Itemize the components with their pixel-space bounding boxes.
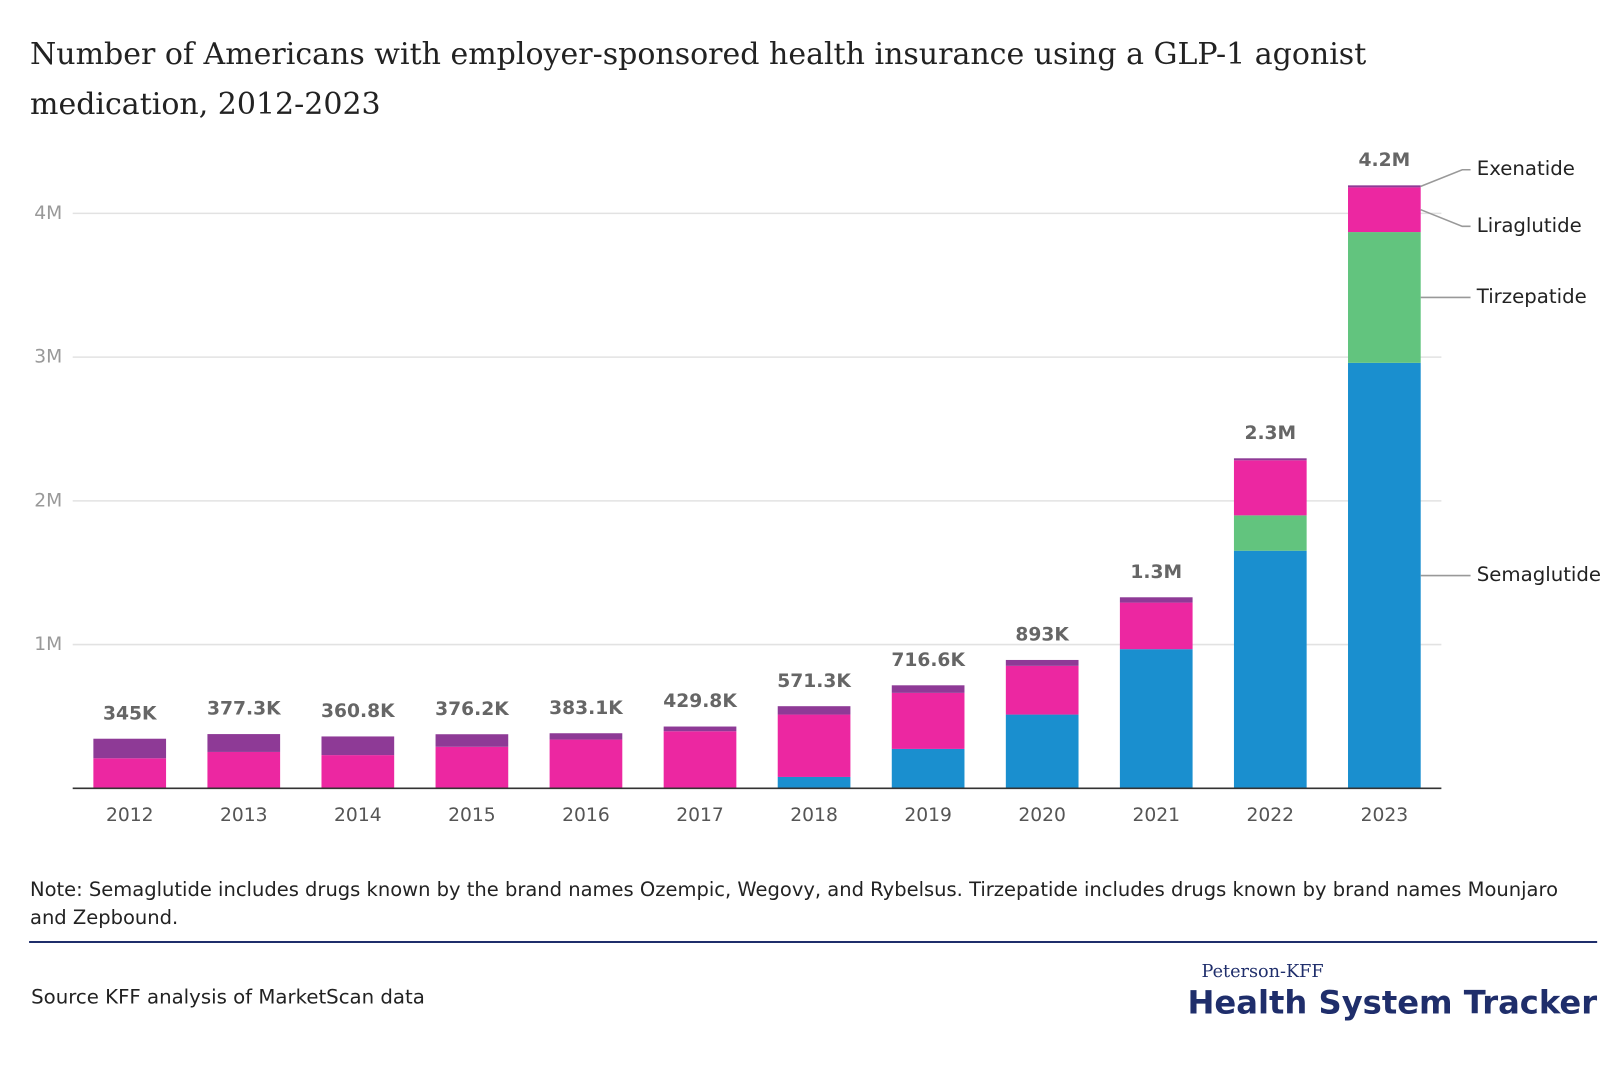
source: Source KFF analysis of MarketScan data [31, 986, 425, 1009]
bar-segment [663, 726, 737, 732]
legend-leader [1420, 168, 1471, 188]
x-tick-label: 2014 [334, 805, 382, 826]
total-label: 360.8K [321, 701, 396, 722]
x-tick-label: 2013 [220, 805, 268, 826]
bar-segment [891, 748, 965, 789]
total-label: 4.2M [1359, 150, 1411, 171]
bar-segment [1348, 362, 1421, 789]
bar-segment [321, 736, 395, 756]
y-tick-label: 1M [34, 634, 62, 655]
bar-segment [321, 755, 395, 789]
legend-label: Tirzepatide [1476, 285, 1587, 308]
note: Note: Semaglutide includes drugs known b… [30, 878, 1559, 929]
x-tick-label: 2018 [790, 805, 838, 826]
bar-segment [663, 731, 737, 789]
x-tick-label: 2020 [1018, 805, 1066, 826]
bar-segment [549, 733, 623, 740]
total-label: 716.6K [891, 650, 966, 671]
bar-segment [1348, 232, 1421, 363]
bar-segment [549, 739, 623, 789]
x-tick-label: 2017 [676, 805, 724, 826]
x-tick-label: 2022 [1247, 805, 1295, 826]
x-tick-label: 2012 [106, 805, 154, 826]
bar-segment [1233, 550, 1307, 789]
bar-segment [207, 734, 281, 752]
x-tick-label: 2023 [1361, 805, 1409, 826]
x-tick-label: 2016 [562, 805, 610, 826]
bar-segment [1005, 665, 1079, 715]
chart-title: Number of Americans with employer-sponso… [30, 37, 1367, 122]
legend-label: Exenatide [1477, 157, 1575, 180]
legend-label: Liraglutide [1477, 214, 1582, 237]
bar-segment [1233, 460, 1307, 516]
bar-segment [1233, 515, 1307, 551]
bar-segment [1348, 187, 1421, 233]
bar-segment [1233, 458, 1307, 461]
bar-segment [1005, 714, 1079, 789]
x-tick-label: 2015 [448, 805, 496, 826]
bar-segment [93, 738, 167, 759]
y-tick-label: 2M [34, 490, 62, 511]
bar-segment [1348, 185, 1421, 188]
bar-segment [777, 714, 851, 777]
bar-segment [1119, 649, 1193, 789]
bar-segment [1119, 597, 1193, 603]
bar-segment [777, 706, 851, 715]
bar-segment [891, 692, 965, 749]
total-label: 571.3K [777, 671, 852, 692]
x-tick-label: 2021 [1132, 805, 1180, 826]
brand-top: Peterson-KFF [1202, 962, 1324, 982]
y-tick-label: 4M [34, 203, 62, 224]
total-label: 2.3M [1244, 423, 1296, 444]
bar-segment [891, 685, 965, 693]
bar-segment [435, 746, 509, 789]
total-label: 345K [103, 703, 158, 724]
total-label: 1.3M [1130, 562, 1182, 583]
legend-leader [1420, 208, 1471, 228]
bar-segment [1119, 602, 1193, 650]
bar-segment [435, 734, 509, 747]
total-label: 383.1K [549, 698, 624, 719]
bar-segment [207, 751, 281, 789]
brand: Health System Tracker [1187, 983, 1597, 1021]
total-label: 893K [1015, 625, 1070, 646]
bar-segment [1005, 659, 1079, 666]
bar-segment [93, 758, 167, 789]
legend-label: Semaglutide [1477, 563, 1601, 586]
bar-segment [777, 776, 851, 789]
x-tick-label: 2019 [904, 805, 952, 826]
y-tick-label: 3M [34, 347, 62, 368]
total-label: 377.3K [207, 699, 282, 720]
total-label: 429.8K [663, 691, 738, 712]
total-label: 376.2K [435, 699, 510, 720]
